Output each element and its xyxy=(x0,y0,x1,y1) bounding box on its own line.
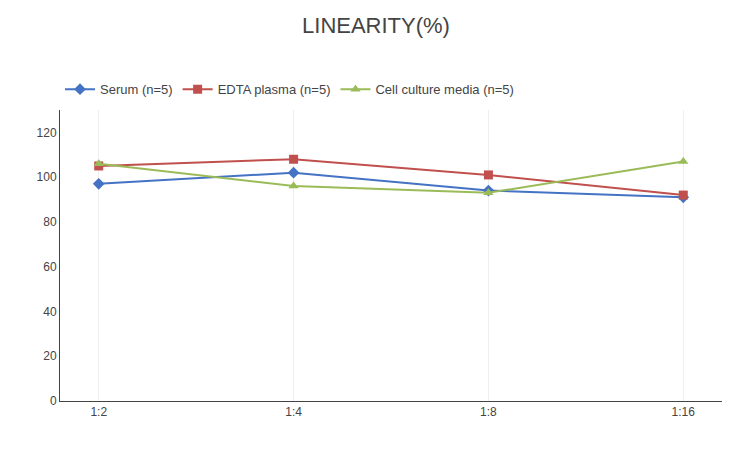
svg-text:120: 120 xyxy=(37,126,57,140)
svg-text:1:2: 1:2 xyxy=(90,405,107,419)
svg-text:1:8: 1:8 xyxy=(480,405,497,419)
svg-text:EDTA plasma (n=5): EDTA plasma (n=5) xyxy=(218,82,331,97)
svg-text:Cell culture media (n=5): Cell culture media (n=5) xyxy=(375,82,513,97)
svg-text:20: 20 xyxy=(43,349,57,363)
svg-text:1:16: 1:16 xyxy=(672,405,696,419)
svg-text:Serum (n=5): Serum (n=5) xyxy=(100,82,173,97)
svg-text:40: 40 xyxy=(43,305,57,319)
svg-text:LINEARITY(%): LINEARITY(%) xyxy=(302,13,450,38)
svg-text:80: 80 xyxy=(43,215,57,229)
svg-text:0: 0 xyxy=(50,394,57,408)
svg-text:1:4: 1:4 xyxy=(285,405,302,419)
svg-text:100: 100 xyxy=(37,170,57,184)
svg-text:60: 60 xyxy=(43,260,57,274)
